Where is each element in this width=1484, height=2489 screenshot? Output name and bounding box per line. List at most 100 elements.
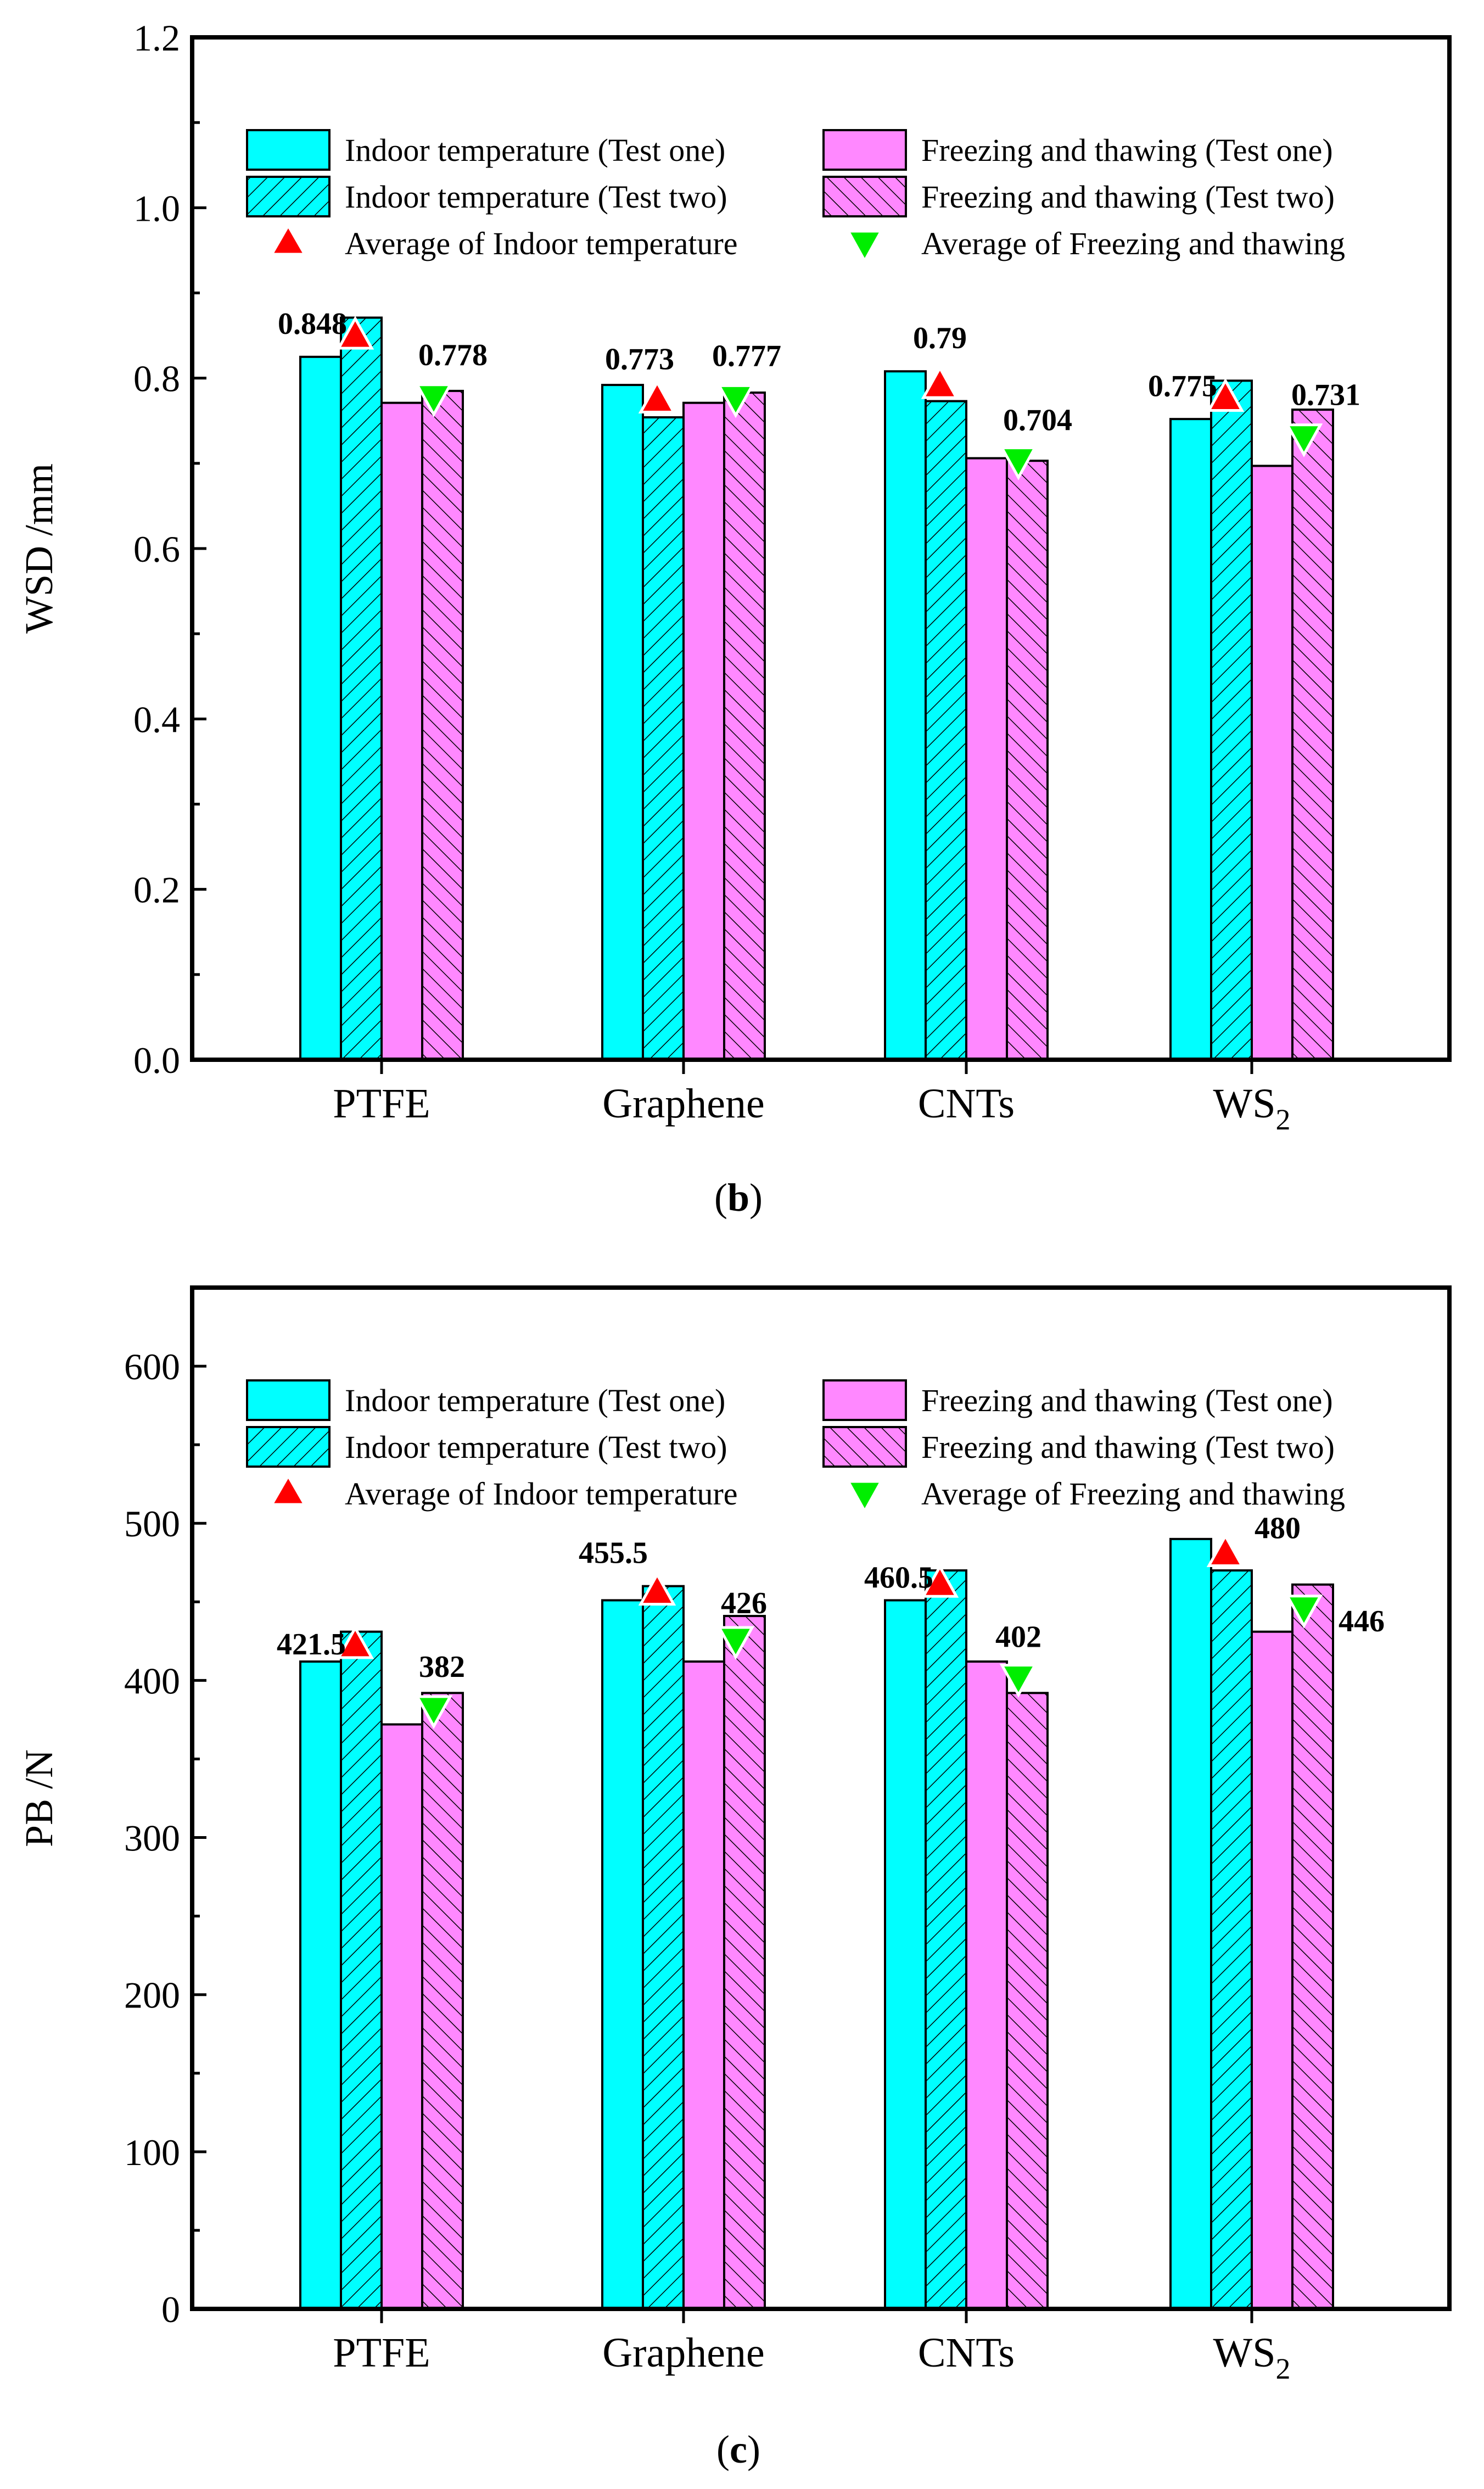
avg-indoor-marker: [1206, 1533, 1245, 1567]
legend-indoor-test-two-label: Indoor temperature (Test two): [345, 179, 727, 215]
y-tick-label: 400: [124, 1660, 180, 1702]
freeze-test-one-bar: [682, 401, 725, 1061]
y-tick-label: 500: [124, 1503, 180, 1545]
legend-indoor-test-one-swatch: [246, 1379, 331, 1421]
y-tick-label: 0.8: [133, 358, 180, 400]
avg-indoor-label: 0.79: [913, 321, 967, 355]
indoor-test-two-bar: [340, 316, 383, 1061]
x-category-subscript: 2: [1276, 1103, 1291, 1136]
freeze-test-two-bar: [1291, 1583, 1334, 2310]
legend-freeze-test-one-swatch: [822, 1379, 907, 1421]
freeze-test-two-bar: [1291, 409, 1334, 1061]
avg-freeze-label: 0.704: [1003, 404, 1072, 438]
avg-indoor-label: 0.773: [605, 343, 674, 377]
x-category-label: PTFE: [333, 2330, 430, 2376]
wsd-chart-panel: 0.0 0.2 0.4 0.6 0.8 1.0 1.2 PTFE Graphene CNTs WS2…: [17, 17, 1452, 1220]
y-tick-label: 0.0: [133, 1039, 180, 1081]
pb-chart-panel: 0 100 200 300 400 500 600 PTFE Graphene CNTs WS2 42…: [17, 1285, 1452, 2471]
x-category-text: CNTs: [918, 1081, 1015, 1127]
avg-freeze-label: 382: [419, 1650, 465, 1684]
legend-indoor-test-one-swatch: [246, 129, 331, 171]
x-category-label: Graphene: [602, 2330, 764, 2376]
freeze-test-one-bar: [682, 1660, 725, 2310]
legend-avg-indoor-label: Average of Indoor temperature: [345, 1476, 738, 1512]
avg-indoor-label: 0.775: [1148, 369, 1217, 403]
plot-frame: [190, 1285, 1452, 2311]
legend-indoor-test-two-swatch: [246, 1426, 331, 1468]
avg-indoor-label: 455.5: [579, 1536, 648, 1570]
y-tick-label: 100: [124, 2132, 180, 2173]
indoor-test-one-bar: [884, 1599, 927, 2310]
indoor-test-one-bar: [299, 1660, 342, 2310]
freeze-test-two-bar: [1006, 1692, 1049, 2310]
plot-frame: [190, 35, 1452, 1062]
avg-indoor-label: 480: [1255, 1511, 1301, 1545]
panel-label-open-paren: (: [716, 2428, 730, 2471]
indoor-test-one-bar: [884, 370, 927, 1061]
avg-freeze-marker: [999, 1664, 1038, 1698]
y-tick-label: 600: [124, 1346, 180, 1388]
avg-indoor-marker: [1206, 378, 1245, 412]
legend-avg-freeze-label: Average of Freezing and thawing: [921, 226, 1345, 261]
avg-freeze-marker: [716, 384, 755, 418]
y-tick-label: 300: [124, 1817, 180, 1859]
freeze-test-one-bar: [380, 401, 423, 1061]
x-category-label: CNTs: [918, 1081, 1015, 1127]
avg-indoor-marker: [336, 316, 374, 350]
panel-label-open-paren: (: [714, 1176, 727, 1220]
x-category-text: WS: [1213, 1081, 1276, 1127]
x-category-label: CNTs: [918, 2330, 1015, 2376]
avg-freeze-marker: [1285, 423, 1323, 457]
indoor-test-two-bar: [642, 416, 685, 1061]
avg-freeze-marker: [716, 1626, 755, 1660]
legend-indoor-test-two-label: Indoor temperature (Test two): [345, 1429, 727, 1465]
legend-indoor-test-two-swatch: [246, 176, 331, 217]
x-category-text: WS: [1213, 2330, 1276, 2376]
y-tick-label: 1.0: [133, 187, 180, 229]
legend-avg-freeze-label: Average of Freezing and thawing: [921, 1476, 1345, 1512]
y-tick-label: 0: [161, 2289, 180, 2330]
avg-freeze-label: 0.777: [712, 339, 781, 373]
avg-indoor-label: 460.5: [864, 1560, 933, 1595]
indoor-test-two-bar: [925, 400, 967, 1061]
legend-freeze-test-one-swatch: [822, 129, 907, 171]
x-category-text: PTFE: [333, 1081, 430, 1127]
y-axis-label: PB /N: [17, 1749, 61, 1847]
avg-indoor-label: 0.848: [278, 307, 347, 341]
avg-indoor-marker: [336, 1625, 374, 1659]
y-tick-label: 0.2: [133, 869, 180, 911]
panel-label-close-paren: ): [747, 2428, 760, 2471]
freeze-test-one-bar: [965, 457, 1008, 1061]
indoor-test-one-bar: [299, 355, 342, 1061]
indoor-test-one-bar: [1169, 418, 1212, 1061]
x-category-text: PTFE: [333, 2330, 430, 2376]
x-category-label: WS2: [1213, 1081, 1291, 1136]
legend-avg-indoor-marker: [269, 1473, 307, 1506]
panel-label-letter: c: [730, 2428, 747, 2471]
panel-label-close-paren: ): [749, 1176, 763, 1220]
x-category-text: CNTs: [918, 2330, 1015, 2376]
avg-freeze-label: 446: [1339, 1604, 1385, 1638]
panel-label: (c): [716, 2428, 760, 2471]
legend-freeze-test-two-label: Freezing and thawing (Test two): [921, 1429, 1335, 1465]
avg-indoor-marker: [638, 1571, 676, 1606]
y-axis-label: WSD /mm: [17, 463, 61, 634]
avg-freeze-marker: [415, 383, 453, 417]
indoor-test-one-bar: [1169, 1537, 1212, 2310]
avg-freeze-label: 426: [721, 1586, 767, 1620]
legend-avg-freeze-marker: [845, 230, 884, 264]
panel-label: (b): [714, 1176, 763, 1220]
legend-avg-freeze-marker: [845, 1480, 884, 1514]
legend-freeze-test-two-label: Freezing and thawing (Test two): [921, 179, 1335, 215]
legend-avg-indoor-marker: [269, 222, 307, 256]
indoor-test-one-bar: [601, 384, 644, 1061]
avg-freeze-marker: [1285, 1595, 1323, 1629]
indoor-test-two-bar: [1210, 1569, 1253, 2310]
legend-freeze-test-two-swatch: [822, 176, 907, 217]
freeze-test-two-bar: [421, 389, 464, 1061]
avg-freeze-label: 402: [995, 1620, 1041, 1654]
freeze-test-two-bar: [723, 1615, 766, 2310]
panel-label-letter: b: [727, 1176, 749, 1220]
indoor-test-two-bar: [340, 1630, 383, 2311]
